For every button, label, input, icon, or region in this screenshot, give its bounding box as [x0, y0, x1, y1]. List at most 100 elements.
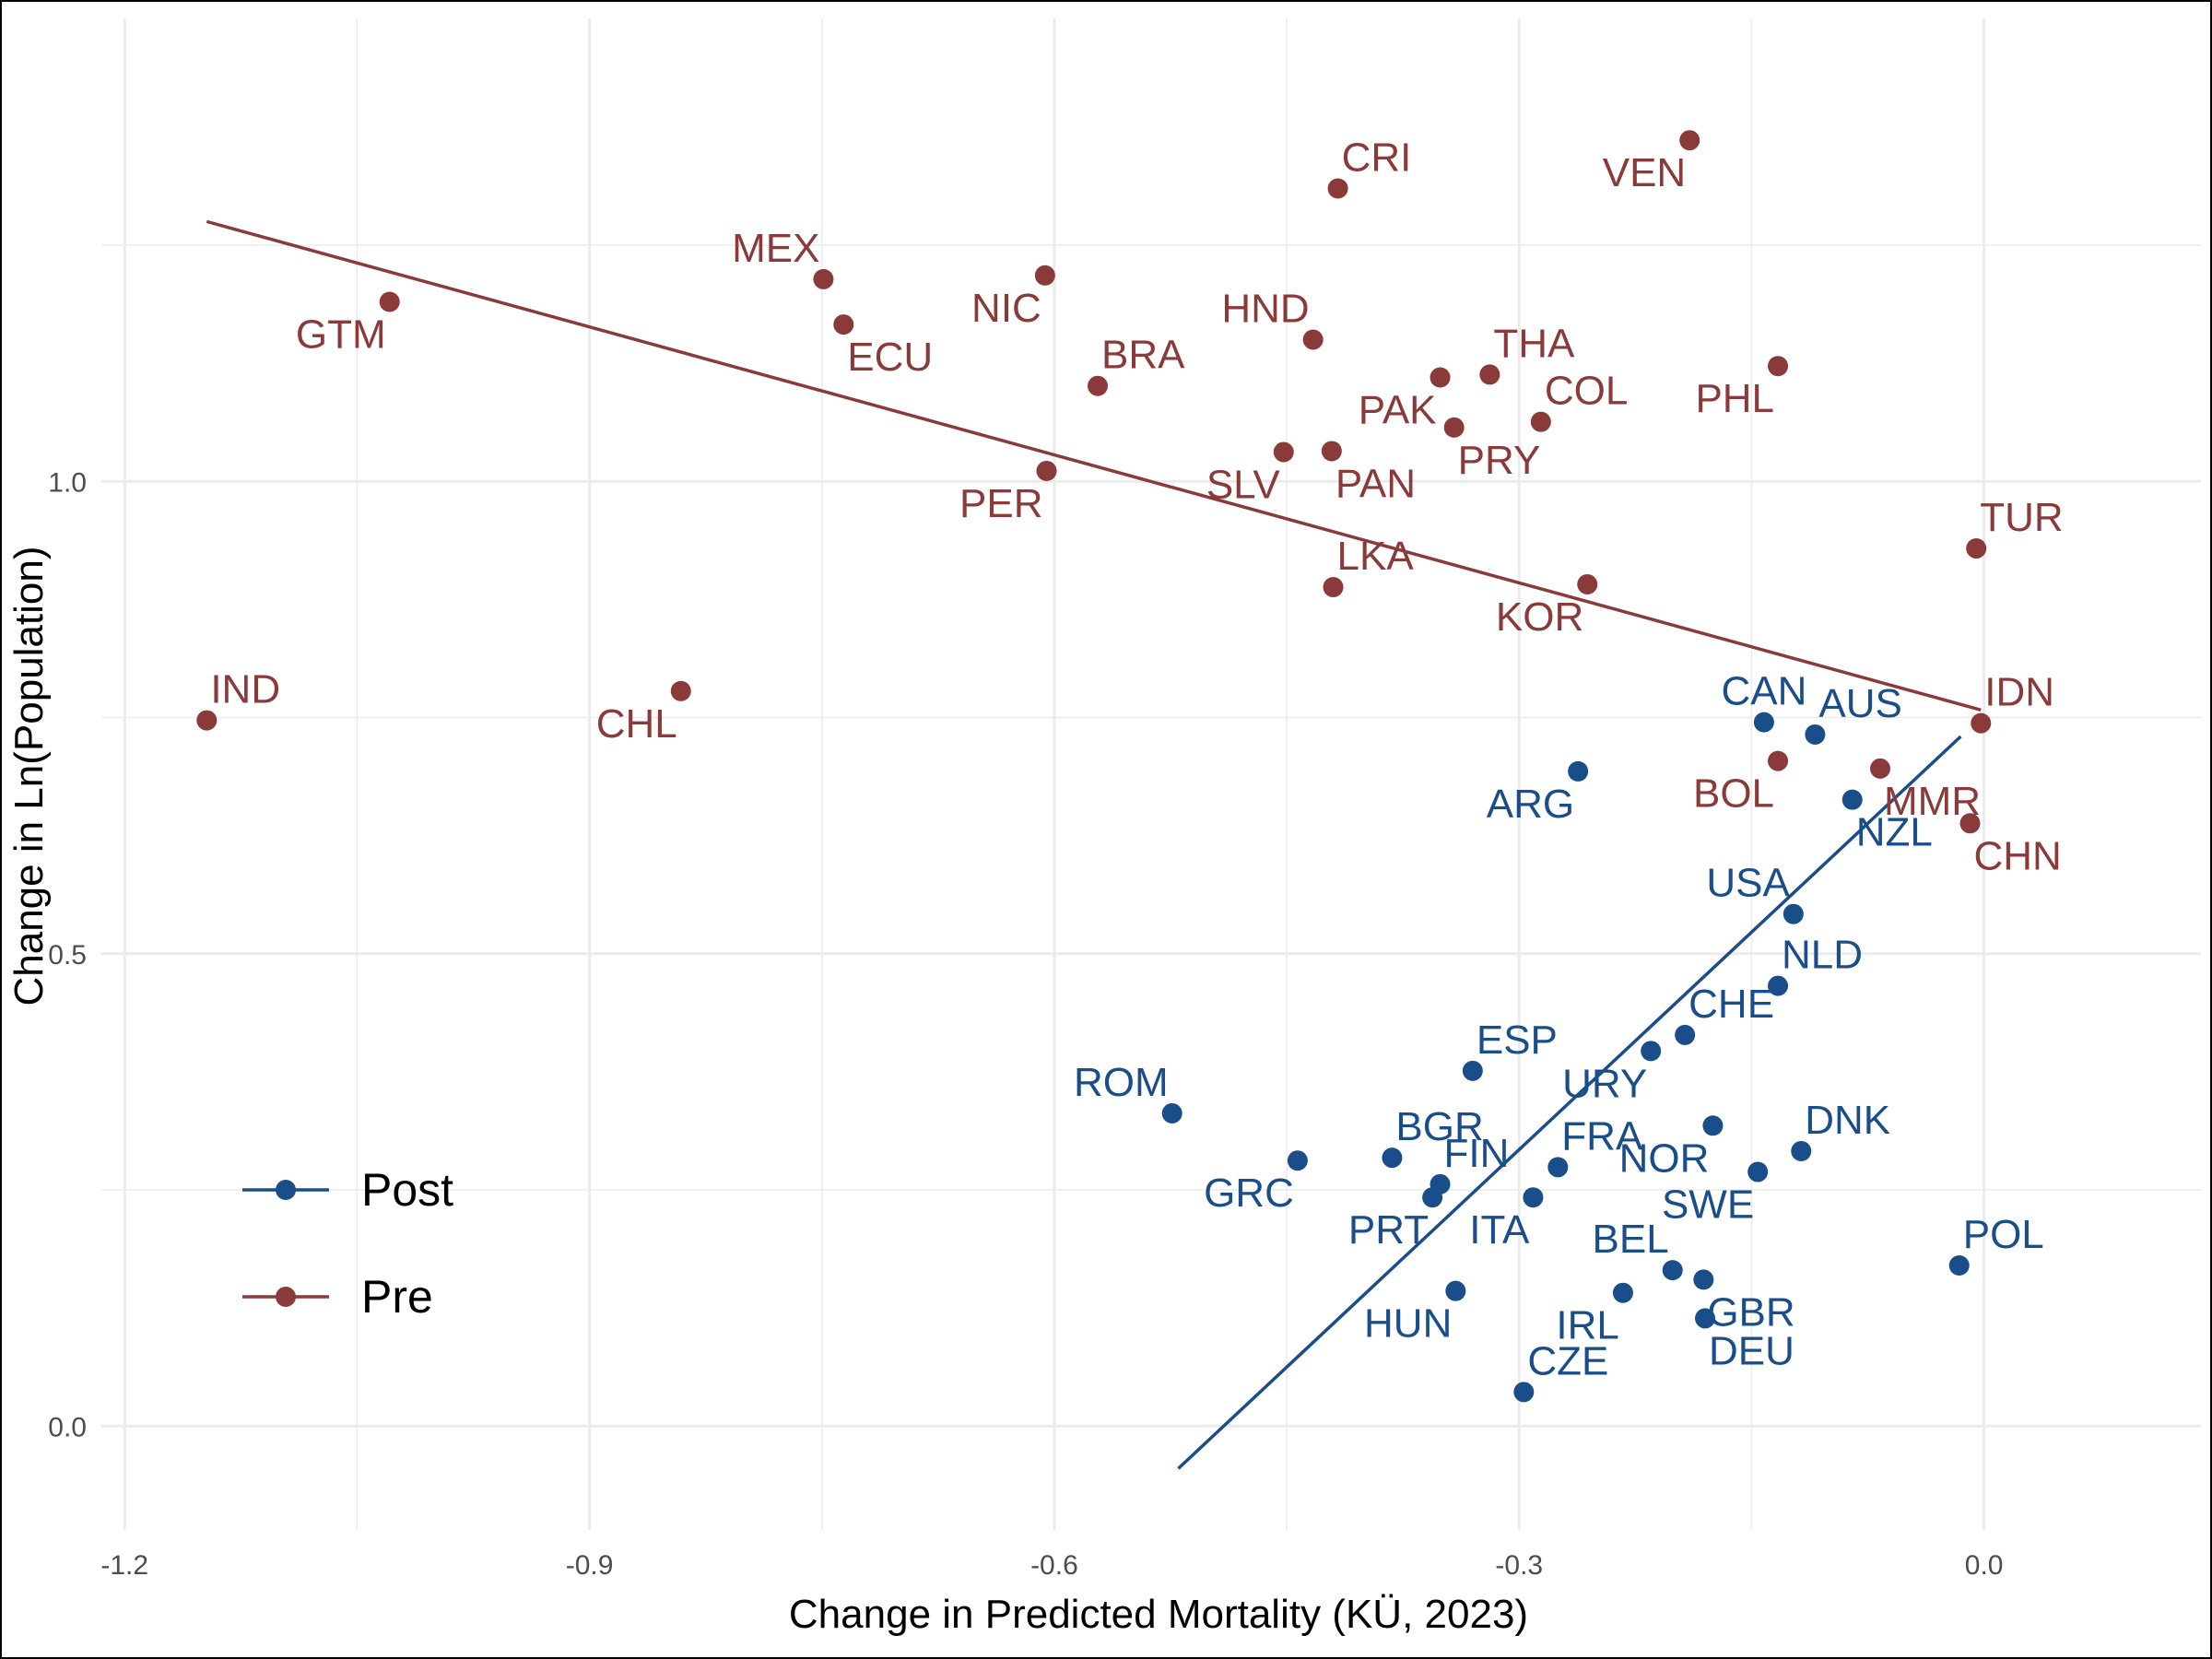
- point-label-gbr: GBR: [1707, 1289, 1794, 1335]
- y-tick-label: 0.0: [48, 1412, 87, 1442]
- x-tick-label: -0.9: [566, 1550, 614, 1581]
- x-tick-label: 0.0: [1965, 1550, 2004, 1581]
- point-label-ita: ITA: [1469, 1207, 1530, 1253]
- point-idn: [1971, 712, 1992, 734]
- point-label-tur: TUR: [1980, 495, 2063, 540]
- fit-lines: [206, 219, 1982, 1470]
- point-label-aus: AUS: [1818, 681, 1901, 726]
- point-label-mex: MEX: [732, 226, 819, 271]
- point-dnk: [1791, 1140, 1812, 1161]
- legend-post-label: Post: [361, 1164, 453, 1216]
- point-label-usa: USA: [1706, 861, 1790, 906]
- legend: Post Pre: [242, 1164, 453, 1323]
- point-label-fra: FRA: [1561, 1113, 1643, 1159]
- point-label-pry: PRY: [1458, 438, 1541, 483]
- y-axis-title: Change in Ln(Population): [6, 546, 52, 1006]
- legend-post-marker: [276, 1180, 296, 1200]
- point-label-cri: CRI: [1342, 135, 1412, 181]
- point-label-irl: IRL: [1556, 1303, 1618, 1348]
- point-label-nld: NLD: [1782, 933, 1863, 978]
- fit-line-post: [1177, 735, 1962, 1470]
- point-label-pol: POL: [1963, 1212, 2044, 1257]
- point-col: [1530, 411, 1551, 432]
- point-label-ury: URY: [1562, 1061, 1647, 1106]
- point-label-ind: IND: [210, 667, 280, 712]
- point-label-rom: ROM: [1074, 1060, 1169, 1105]
- point-gtm: [379, 291, 400, 312]
- point-label-che: CHE: [1688, 982, 1774, 1027]
- point-label-ecu: ECU: [847, 335, 933, 380]
- x-axis-title: Change in Predicted Mortality (KÜ, 2023): [789, 1592, 1528, 1637]
- point-nic: [1034, 265, 1055, 286]
- point-nor: [1702, 1115, 1724, 1136]
- fit-line-pre: [206, 219, 1982, 712]
- point-label-bra: BRA: [1101, 333, 1185, 378]
- point-label-grc: GRC: [1204, 1171, 1294, 1216]
- point-label-swe: SWE: [1662, 1182, 1754, 1228]
- point-chl: [670, 680, 691, 701]
- point-label-phl: PHL: [1695, 376, 1774, 421]
- point-label-arg: ARG: [1487, 782, 1574, 827]
- point-ita: [1523, 1187, 1544, 1208]
- point-lka: [1323, 577, 1344, 598]
- point-mex: [813, 268, 834, 289]
- point-hnd: [1302, 329, 1324, 350]
- point-label-pan: PAN: [1335, 461, 1416, 506]
- point-prt: [1422, 1187, 1443, 1208]
- point-per: [1036, 460, 1057, 481]
- legend-pre-label: Pre: [361, 1271, 433, 1323]
- point-bgr: [1382, 1147, 1403, 1169]
- point-label-fin: FIN: [1444, 1131, 1510, 1176]
- point-rom: [1161, 1102, 1182, 1124]
- point-label-nor: NOR: [1619, 1135, 1710, 1181]
- point-chn: [1959, 813, 1981, 834]
- point-label-mmr: MMR: [1884, 779, 1981, 824]
- legend-pre-marker: [276, 1287, 296, 1307]
- point-gbr: [1693, 1269, 1714, 1290]
- point-esp: [1462, 1060, 1483, 1081]
- point-label-pak: PAK: [1359, 388, 1437, 433]
- point-arg: [1568, 760, 1589, 782]
- point-label-kor: KOR: [1496, 594, 1583, 640]
- x-tick-label: -0.6: [1030, 1550, 1078, 1581]
- point-phl: [1768, 356, 1789, 377]
- point-fra: [1547, 1157, 1569, 1178]
- point-label-slv: SLV: [1206, 462, 1281, 507]
- point-label-chl: CHL: [596, 701, 677, 747]
- point-slv: [1273, 441, 1294, 463]
- point-label-tha: THA: [1493, 321, 1575, 366]
- point-label-can: CAN: [1721, 669, 1806, 714]
- point-swe: [1747, 1161, 1769, 1182]
- point-ury: [1641, 1041, 1662, 1062]
- point-label-gtm: GTM: [296, 312, 386, 358]
- point-usa: [1783, 903, 1804, 924]
- point-label-nic: NIC: [971, 286, 1041, 331]
- point-hun: [1445, 1280, 1466, 1301]
- point-pak: [1430, 367, 1451, 388]
- point-label-bgr: BGR: [1395, 1104, 1483, 1149]
- axis-tick-labels: -1.2 -0.9 -0.6 -0.3 0.0 0.0 0.5 1.0: [48, 467, 2003, 1581]
- point-cze: [1513, 1382, 1535, 1403]
- point-tur: [1966, 538, 1987, 559]
- point-label-col: COL: [1545, 369, 1628, 414]
- point-mmr: [1869, 758, 1890, 779]
- legend-item-pre: Pre: [242, 1271, 433, 1323]
- point-cri: [1327, 178, 1348, 199]
- point-pol: [1948, 1255, 1970, 1276]
- point-pry: [1443, 417, 1465, 438]
- x-tick-label: -0.3: [1495, 1550, 1543, 1581]
- point-bel: [1662, 1260, 1683, 1281]
- point-label-bel: BEL: [1593, 1217, 1669, 1262]
- y-tick-label: 0.5: [48, 940, 87, 971]
- point-can: [1753, 712, 1774, 733]
- point-nzl: [1841, 789, 1863, 810]
- y-tick-label: 1.0: [48, 467, 87, 498]
- point-label-hun: HUN: [1364, 1301, 1452, 1347]
- point-ven: [1679, 130, 1700, 151]
- point-label-chn: CHN: [1974, 833, 2062, 878]
- point-label-cze: CZE: [1527, 1338, 1608, 1383]
